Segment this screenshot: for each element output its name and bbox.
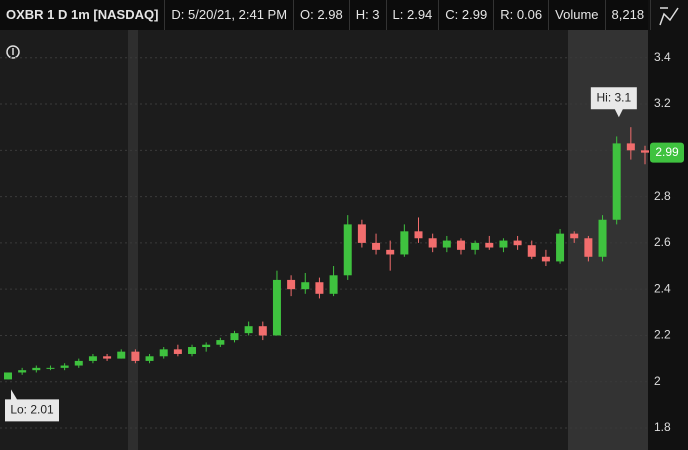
candle-body bbox=[428, 238, 437, 248]
y-tick-label: 2.6 bbox=[654, 235, 671, 249]
candle-body bbox=[626, 143, 635, 151]
candle-body bbox=[272, 279, 281, 336]
y-tick-label: 1.8 bbox=[654, 420, 671, 434]
candle-body bbox=[315, 282, 324, 294]
candle-body bbox=[258, 326, 267, 336]
candle-body bbox=[117, 351, 126, 359]
candle-body bbox=[456, 240, 465, 250]
candle-body bbox=[244, 326, 253, 334]
candle-body bbox=[103, 356, 112, 359]
candle-body bbox=[145, 356, 154, 361]
high-annotation: Hi: 3.1 bbox=[597, 90, 632, 104]
header-field: L: 2.94 bbox=[387, 0, 440, 30]
candle-body bbox=[343, 224, 352, 276]
header-field: C: 2.99 bbox=[439, 0, 495, 30]
candle-body bbox=[88, 356, 97, 361]
candle-body bbox=[471, 242, 480, 250]
candle-body bbox=[18, 370, 27, 373]
candle-body bbox=[216, 340, 225, 345]
header-field: H: 3 bbox=[350, 0, 387, 30]
candle-body bbox=[287, 279, 296, 290]
y-tick-label: 3.4 bbox=[654, 50, 671, 64]
candle-body bbox=[513, 240, 522, 246]
candle-body bbox=[74, 360, 83, 366]
candle-body bbox=[584, 238, 593, 257]
candle-body bbox=[357, 224, 366, 243]
y-tick-label: 2.2 bbox=[654, 328, 671, 342]
candle-body bbox=[131, 351, 140, 361]
header-field: O: 2.98 bbox=[294, 0, 350, 30]
y-tick-label: 2 bbox=[654, 374, 661, 388]
plot-bg bbox=[0, 30, 648, 450]
candle-body bbox=[329, 275, 338, 294]
candle-body bbox=[442, 240, 451, 248]
y-axis-bg bbox=[648, 30, 688, 450]
candle-body bbox=[173, 349, 182, 354]
y-tick-label: 3.2 bbox=[654, 96, 671, 110]
candle-body bbox=[556, 233, 565, 262]
header-field: R: 0.06 bbox=[494, 0, 550, 30]
session-band bbox=[128, 30, 138, 450]
low-annotation: Lo: 2.01 bbox=[10, 403, 54, 417]
candle-body bbox=[301, 282, 310, 290]
candle-body bbox=[598, 219, 607, 257]
candle-body bbox=[541, 256, 550, 262]
candle-body bbox=[386, 249, 395, 255]
candle-body bbox=[499, 240, 508, 248]
candle-body bbox=[372, 242, 381, 250]
candle-body bbox=[414, 231, 423, 239]
y-tick-label: 2.4 bbox=[654, 281, 671, 295]
candle-body bbox=[230, 333, 239, 341]
header-field: 8,218 bbox=[606, 0, 652, 30]
candle-body bbox=[60, 365, 69, 368]
candle-body bbox=[641, 150, 649, 153]
y-tick-label: 2.8 bbox=[654, 189, 671, 203]
candle-body bbox=[400, 231, 409, 255]
candle-body bbox=[612, 143, 621, 220]
candle-body bbox=[32, 367, 41, 371]
toolbar-icon[interactable] bbox=[659, 7, 679, 26]
candle-body bbox=[188, 347, 197, 354]
candle-body bbox=[485, 242, 494, 248]
header: OXBR 1 D 1m [NASDAQ] D: 5/20/21, 2:41 PM O… bbox=[0, 0, 652, 30]
candle-body bbox=[202, 344, 211, 348]
candle-body bbox=[570, 233, 579, 239]
annotation-box bbox=[590, 87, 637, 118]
candle-body bbox=[46, 367, 55, 369]
header-field: Volume bbox=[549, 0, 606, 30]
info-icon[interactable] bbox=[6, 45, 20, 59]
annotation-box bbox=[5, 389, 59, 422]
last-price-label: 2.99 bbox=[655, 145, 679, 159]
last-price-box bbox=[650, 142, 684, 163]
candle-body bbox=[527, 245, 536, 257]
candle-body bbox=[159, 349, 168, 357]
header-field: OXBR 1 D 1m [NASDAQ] bbox=[0, 0, 166, 30]
candle-body bbox=[4, 372, 12, 380]
header-field: D: 5/20/21, 2:41 PM bbox=[165, 0, 295, 30]
